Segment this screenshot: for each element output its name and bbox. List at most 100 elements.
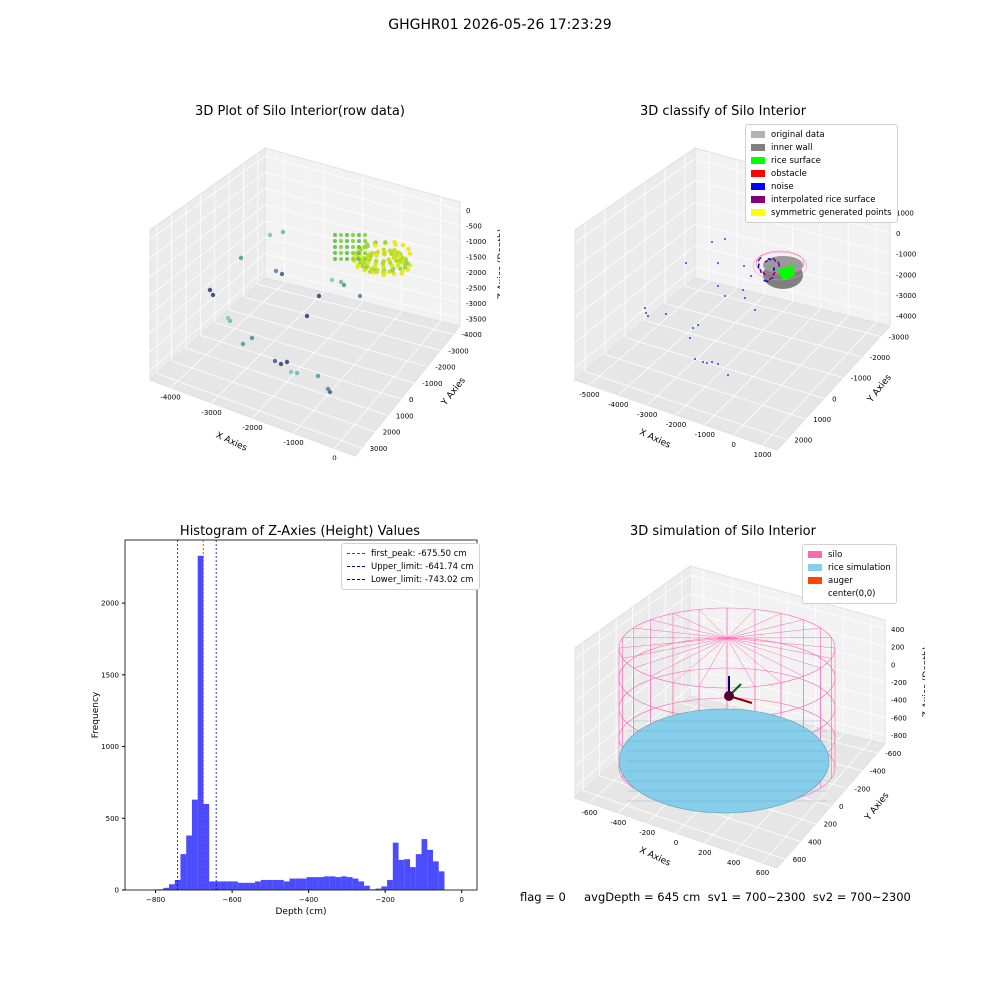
silo-roof-line xyxy=(698,637,728,687)
data-point xyxy=(333,245,337,249)
histogram-bar xyxy=(197,555,204,890)
y-tick-label: 1000 xyxy=(101,743,119,751)
noise-point xyxy=(706,362,708,364)
data-point xyxy=(339,239,343,243)
gridline xyxy=(264,188,461,242)
histogram-bar xyxy=(427,849,433,890)
histogram-bar xyxy=(392,842,399,890)
gridline xyxy=(618,287,738,396)
legend-line-sample xyxy=(347,566,365,567)
z-tick-label: 0 xyxy=(891,661,895,669)
data-point xyxy=(304,313,310,319)
histogram-bar xyxy=(249,882,256,890)
legend-label: interpolated rice surface xyxy=(771,194,876,205)
histogram-bar xyxy=(312,877,319,890)
gridline xyxy=(574,630,691,724)
silo-roof-line xyxy=(633,637,728,669)
legend-label: obstacle xyxy=(771,168,807,179)
data-point xyxy=(333,233,337,237)
z-tick-label: 1000 xyxy=(896,209,914,217)
histogram-bar xyxy=(375,888,382,890)
gridline xyxy=(589,281,710,386)
legend-swatch xyxy=(751,131,765,138)
z-tick-label: -200 xyxy=(891,679,907,687)
data-point xyxy=(386,257,392,262)
histogram-bar xyxy=(191,799,198,890)
x-tick-label: 400 xyxy=(727,859,740,867)
classify-plot-title: 3D classify of Silo Interior xyxy=(639,104,807,119)
gridline xyxy=(243,296,441,351)
noise-point xyxy=(717,262,719,264)
legend-label: noise xyxy=(771,181,794,192)
data-point xyxy=(351,239,355,243)
x-tick-label: -1000 xyxy=(283,439,303,447)
noise-point xyxy=(697,324,699,326)
gridline xyxy=(694,201,891,255)
data-point xyxy=(345,239,349,243)
z-tick-label: 0 xyxy=(466,207,470,215)
interpolated-point xyxy=(759,268,762,271)
x-axis-label: Depth (cm) xyxy=(275,907,326,917)
interpolated-point xyxy=(778,265,781,267)
data-point xyxy=(403,259,409,264)
data-point xyxy=(333,239,337,243)
histogram-bar xyxy=(157,889,164,890)
gridline xyxy=(689,574,886,630)
z-tick-label: 400 xyxy=(891,626,904,634)
gridline xyxy=(149,253,266,353)
z-tick-label: -1500 xyxy=(466,253,486,261)
histogram-bar xyxy=(318,877,324,890)
silo-roof-line xyxy=(726,637,782,683)
gridline xyxy=(689,593,886,647)
data-point xyxy=(363,251,367,255)
data-point xyxy=(392,250,398,255)
data-point xyxy=(273,268,279,274)
histogram-bar xyxy=(186,835,192,890)
gridline xyxy=(624,337,825,399)
data-point xyxy=(402,265,408,270)
data-point xyxy=(316,293,322,299)
gridline xyxy=(574,574,691,660)
data-point xyxy=(368,253,373,259)
status-footer: flag = 0 avgDepth = 645 cm sv1 = 700~230… xyxy=(520,890,911,904)
data-point xyxy=(249,335,255,341)
x-axis-label: X Axies xyxy=(638,428,673,451)
y-tick-label: 1000 xyxy=(813,416,831,424)
gridline xyxy=(646,294,765,406)
histogram-bar xyxy=(306,877,313,890)
interpolated-point xyxy=(766,260,768,262)
noise-point xyxy=(750,275,752,277)
y-tick-label: -2000 xyxy=(435,364,455,372)
y-tick-label: -400 xyxy=(870,768,886,776)
histogram-bar xyxy=(220,881,227,890)
histogram-bar xyxy=(272,879,279,890)
histogram-bar xyxy=(266,879,273,890)
gridline xyxy=(664,303,862,358)
silo-roof-line xyxy=(726,637,756,687)
x-tick-label: 0 xyxy=(731,441,735,449)
legend-swatch xyxy=(751,196,765,203)
legend-item: symmetric generated points xyxy=(751,206,892,219)
gridline xyxy=(684,286,881,337)
interpolated-point xyxy=(774,260,777,262)
histogram-bar xyxy=(163,887,169,890)
gridline xyxy=(694,266,891,317)
gridline xyxy=(149,220,266,315)
y-tick-label: 2000 xyxy=(794,437,812,445)
data-point xyxy=(360,260,366,266)
noise-point xyxy=(685,262,687,264)
legend-swatch xyxy=(808,577,822,584)
histogram-bar xyxy=(301,878,307,890)
data-point xyxy=(355,264,360,270)
x-tick-label: -3000 xyxy=(201,409,221,417)
z-tick-label: -1000 xyxy=(466,238,486,246)
x-tick-label: −600 xyxy=(223,896,242,904)
data-point xyxy=(339,251,343,255)
data-point xyxy=(339,257,343,261)
y-tick-label: 0 xyxy=(832,395,836,403)
data-point xyxy=(278,361,284,367)
legend-item: rice surface xyxy=(751,154,892,167)
noise-point xyxy=(717,285,719,287)
silo-roof-line xyxy=(726,637,832,659)
legend-label: original data xyxy=(771,129,825,140)
